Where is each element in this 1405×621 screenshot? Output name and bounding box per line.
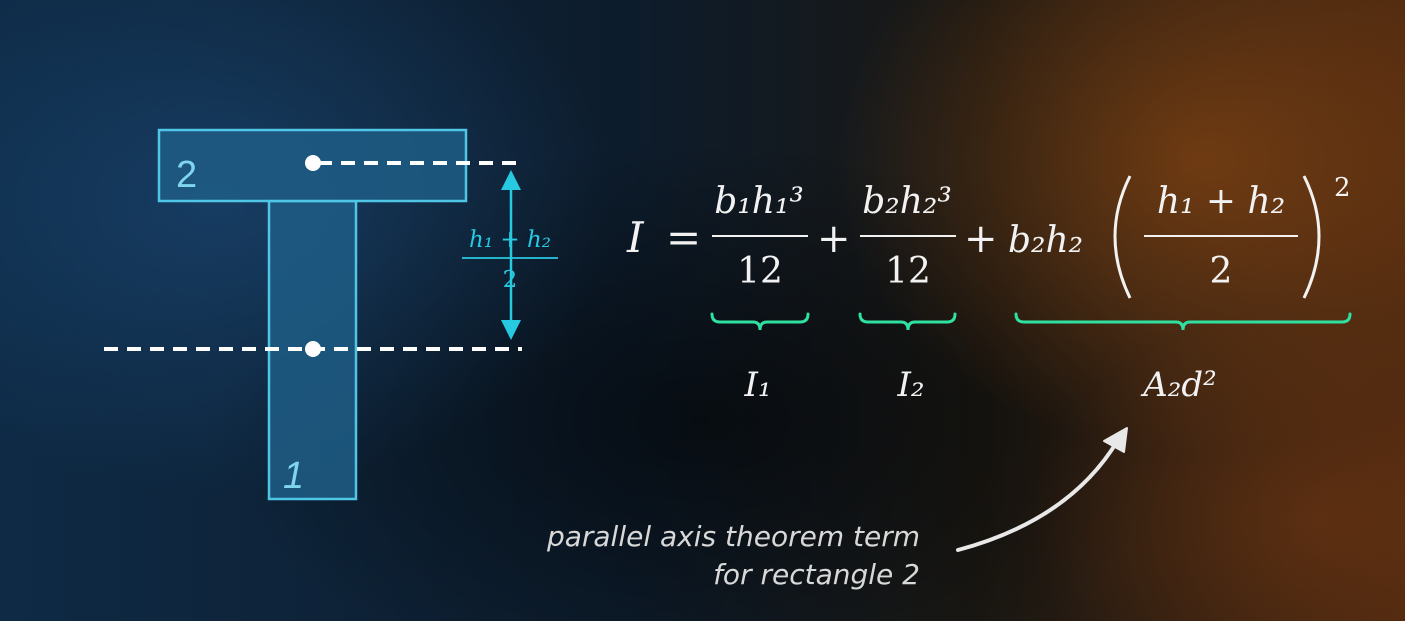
term3-exponent: 2 [1334,173,1351,203]
label-i1: I₁ [743,365,771,405]
moment-of-inertia-equation: I = b₁h₁³ 12 + b₂h₂³ 12 + b₂h₂ h₁ + h₂ 2… [626,173,1351,299]
pointer-arrow-curve [956,438,1120,552]
rectangle-2-centroid-dot [305,155,321,171]
label-a2d2: A₂d² [1140,365,1217,405]
term3-coefficient: b₂h₂ [1008,220,1083,261]
brace-i2 [858,312,957,331]
term1-numerator: b₁h₁³ [714,181,804,222]
term2-numerator: b₂h₂³ [862,181,952,222]
term1-denominator: 12 [737,251,783,292]
plus-sign-2: + [964,216,998,262]
brace-i1 [710,312,810,331]
left-parenthesis [1113,175,1132,299]
brace-a2d2 [1014,312,1352,331]
equation-lhs: I [626,213,645,262]
distance-dimension: h₁ + h₂ 2 [462,170,558,340]
caption-line-1: parallel axis theorem term [546,520,920,553]
brace-labels: I₁ I₂ A₂d² [743,365,1216,405]
pointer-arrowhead [1103,427,1128,453]
right-parenthesis [1302,175,1321,299]
distance-numerator: h₁ + h₂ [469,227,551,253]
rectangle-2-label: 2 [176,154,197,196]
pointer-arrow [956,427,1128,552]
overall-centroid-dot [305,341,321,357]
label-i2: I₂ [896,365,924,405]
term3-numerator: h₁ + h₂ [1157,181,1285,222]
caption: parallel axis theorem term for rectangle… [500,518,920,594]
underbraces [710,312,1352,331]
plus-sign-1: + [817,216,851,262]
term2-denominator: 12 [885,251,931,292]
caption-line-2: for rectangle 2 [713,558,920,591]
equals-sign: = [666,213,701,262]
centroid-lines [104,155,522,357]
distance-denominator: 2 [503,267,518,293]
rectangle-1-label: 1 [283,455,304,497]
term3-denominator: 2 [1210,251,1233,292]
t-section: 2 1 [157,128,468,501]
